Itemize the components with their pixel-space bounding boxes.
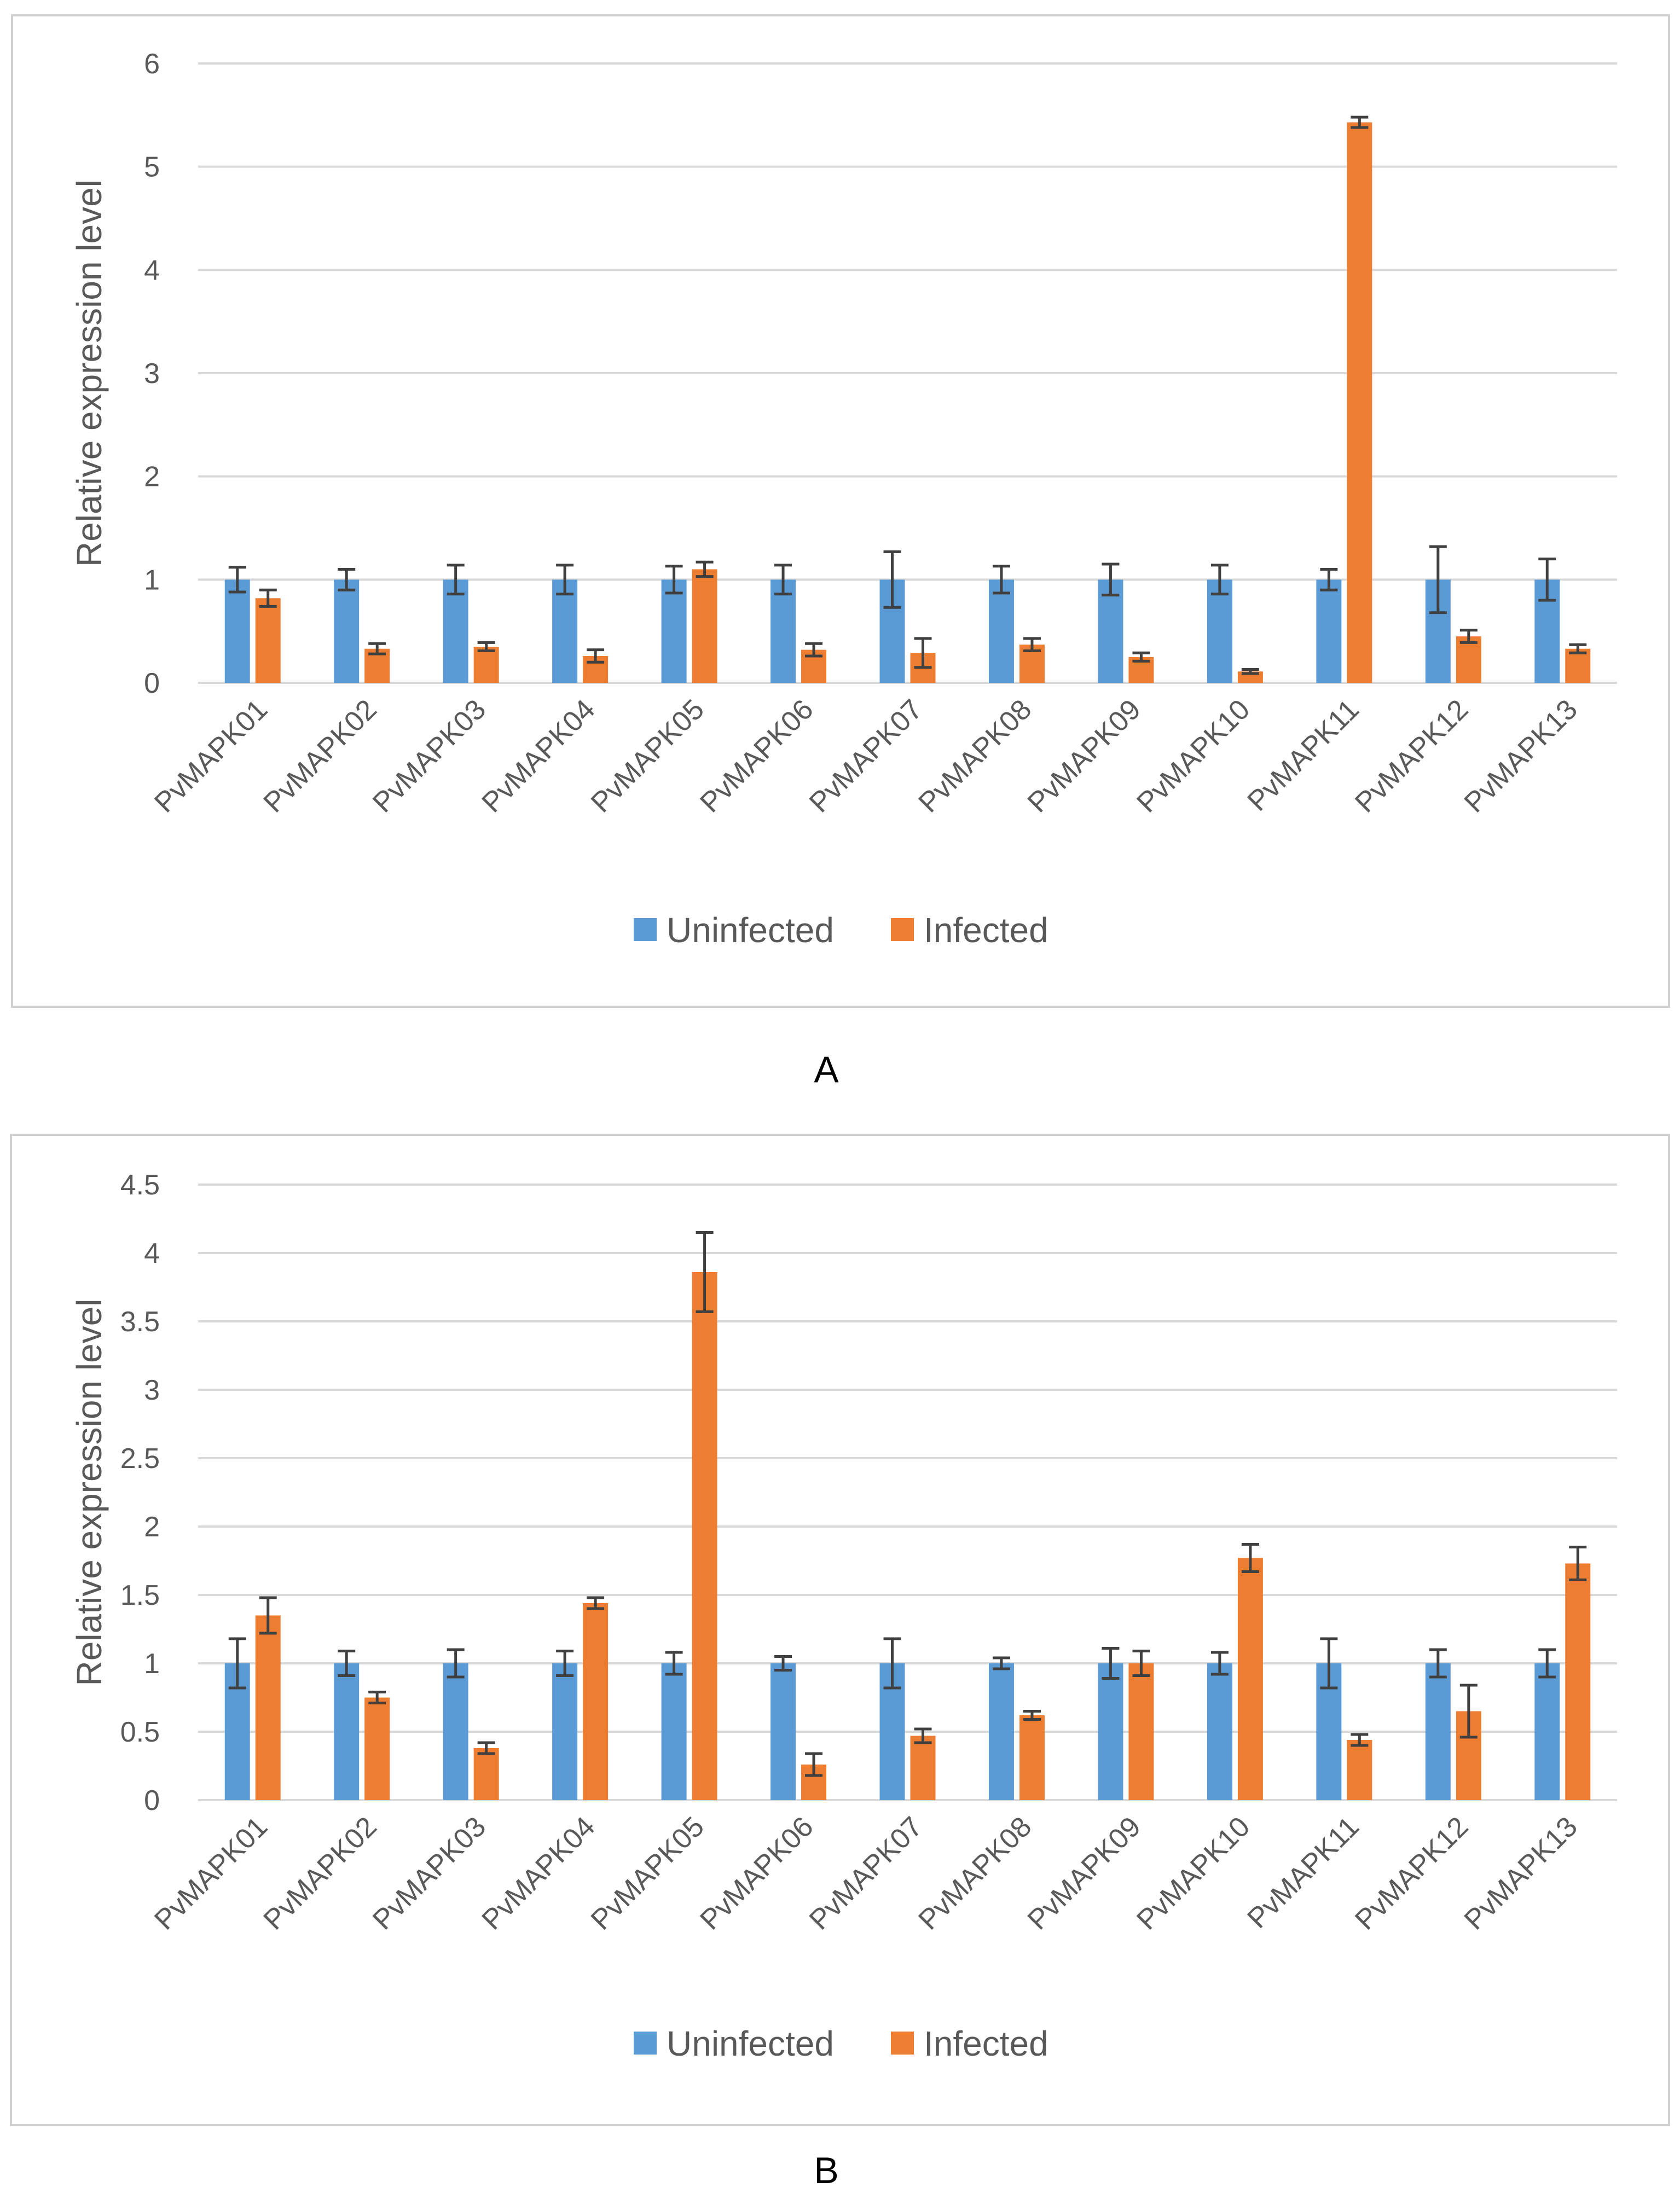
chart-a-bar-infected [1565,648,1591,683]
chart-b-bar-uninfected [988,1663,1014,1800]
chart-b-bar-infected [1565,1563,1591,1800]
chart-b-bar-infected [364,1697,390,1800]
chart-b-y-tick-label: 0.5 [120,1716,160,1748]
chart-b-bar-infected [1347,1740,1372,1800]
chart-panel-b: 0 0.5 1 1.5 2 2.5 3 3.5 4 4.5 Relative expression … [0,1111,1680,2205]
chart-b-bar-uninfected [1207,1663,1232,1800]
chart-b-bar-uninfected [1534,1663,1560,1800]
chart-b-bar-infected [255,1615,281,1800]
chart-b-legend-label-uninfected: Uninfected [667,2024,834,2063]
chart-a-bar-uninfected [224,579,250,683]
chart-a-bar-uninfected [1098,579,1123,683]
chart-a-frame [11,14,1670,1008]
chart-b-bar-infected [473,1748,499,1800]
chart-b-bar-uninfected [552,1663,578,1800]
chart-b-bar-infected [1128,1663,1154,1800]
chart-a-y-tick-label: 2 [144,461,160,493]
chart-a-legend-label-uninfected: Uninfected [667,910,834,950]
chart-b-y-tick-label: 2 [144,1511,160,1543]
chart-a-bar-infected [692,569,717,683]
chart-b-y-axis-label: Relative expression level [69,1299,109,1686]
chart-b-bar-uninfected [1425,1663,1451,1800]
chart-b-bar-uninfected [1098,1663,1123,1800]
chart-a-bar-uninfected [661,579,687,683]
chart-a-bar-uninfected [1207,579,1232,683]
chart-b-legend-swatch-infected [891,2032,914,2055]
chart-a-bar-uninfected [988,579,1014,683]
chart-b-y-tick-label: 3 [144,1374,160,1406]
chart-b-bar-uninfected [771,1663,796,1800]
chart-b-bar-infected [1019,1715,1045,1800]
chart-a-y-tick-label: 1 [144,564,160,596]
chart-b-y-tick-label: 1.5 [120,1580,160,1611]
chart-b-svg: 0 0.5 1 1.5 2 2.5 3 3.5 4 4.5 Relative expression … [10,1134,1670,2191]
chart-b-legend-label-infected: Infected [924,2024,1048,2063]
chart-b-y-tick-label: 1 [144,1648,160,1680]
chart-b-y-tick-label: 0 [144,1785,160,1817]
chart-b-legend-swatch-uninfected [634,2032,657,2055]
chart-b-panel-label: B [814,2150,838,2191]
chart-panel-a: 0 1 2 3 4 5 6 Relative expression level PvMAPK01… [11,14,1670,1090]
chart-b-bar-infected [692,1272,717,1800]
chart-b-bar-uninfected [443,1663,468,1800]
chart-b-y-tick-label: 3.5 [120,1306,160,1338]
chart-a-y-tick-label: 4 [144,254,160,286]
chart-a-bar-uninfected [443,579,468,683]
chart-a-y-tick-label: 5 [144,152,160,183]
chart-a-bar-uninfected [771,579,796,683]
chart-b-bar-infected [583,1603,609,1800]
chart-a-bar-infected [1347,122,1372,683]
chart-b-bar-uninfected [661,1663,687,1800]
chart-b-bar-infected [1237,1558,1263,1800]
chart-a-bar-uninfected [552,579,578,683]
chart-b-bar-infected [910,1736,936,1800]
chart-a-legend-swatch-infected [891,918,914,941]
chart-b-y-tick-label: 4 [144,1238,160,1269]
chart-a-bar-infected [473,646,499,683]
chart-b-bar-uninfected [334,1663,360,1800]
chart-b-y-tick-label: 2.5 [120,1443,160,1475]
chart-b-frame [10,1134,1670,2126]
chart-a-y-tick-label: 3 [144,358,160,390]
chart-a-panel-label: A [814,1049,839,1090]
chart-a-bar-uninfected [334,579,360,683]
chart-b-y-tick-label: 4.5 [120,1169,160,1201]
chart-a-legend-label-infected: Infected [924,910,1048,950]
chart-a-bar-infected [1456,636,1481,683]
chart-a-y-tick-label: 0 [144,668,160,699]
chart-a-y-tick-label: 6 [144,48,160,80]
chart-a-bar-uninfected [1316,579,1342,683]
chart-a-bar-infected [255,598,281,683]
chart-a-y-axis-label: Relative expression level [69,179,109,567]
chart-a-legend-swatch-uninfected [634,918,657,941]
